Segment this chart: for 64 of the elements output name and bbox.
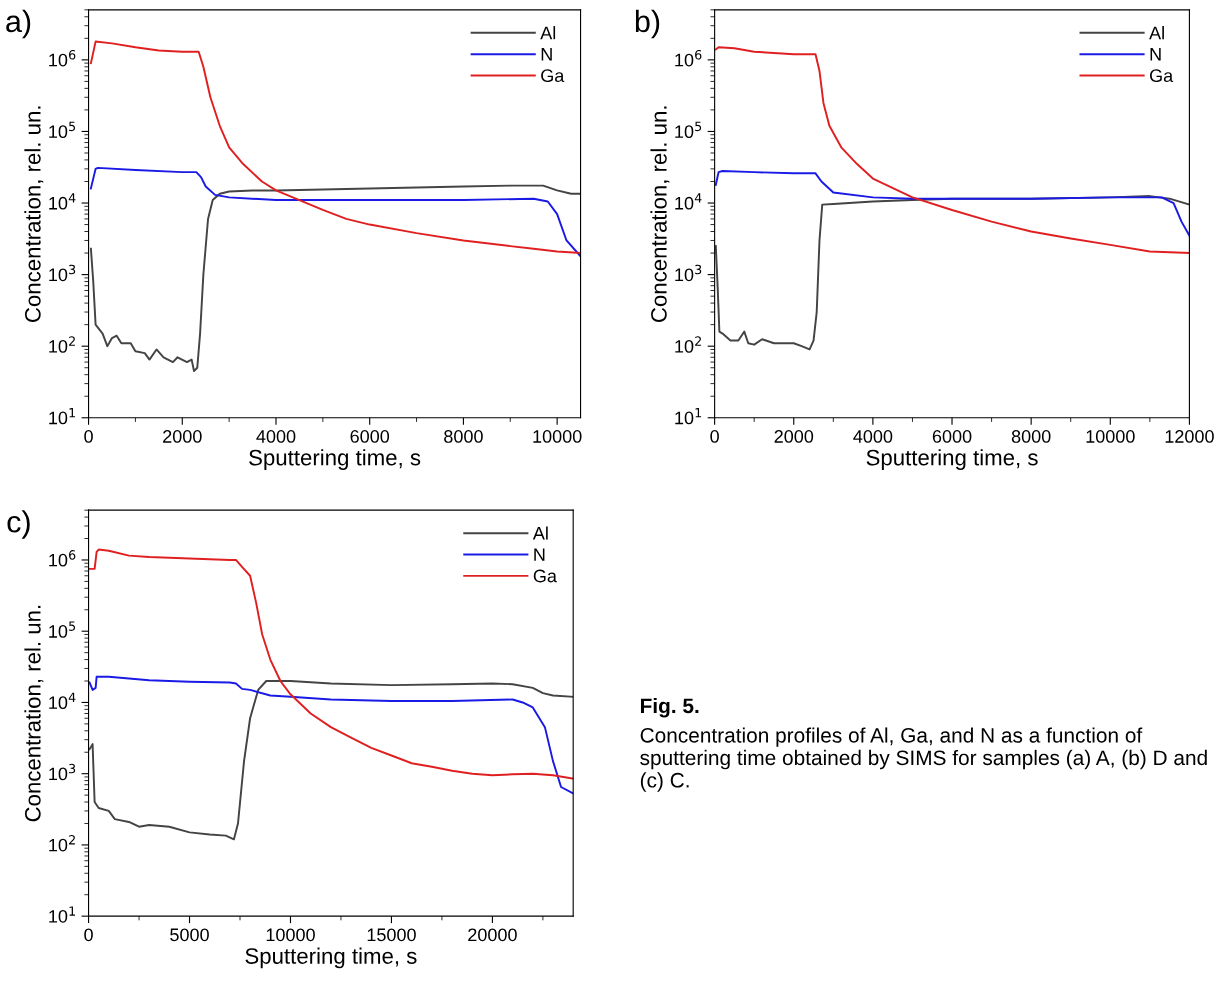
line-series <box>89 166 581 258</box>
y-tick-label: 10$^{4}$ <box>49 692 76 710</box>
x-tick-label: 4000 <box>256 430 296 443</box>
x-tick-label: 6000 <box>932 430 972 443</box>
y-tick-label: 10$^{1}$ <box>49 906 75 923</box>
y-tick-label: 10$^{5}$ <box>49 621 76 638</box>
chart-title: c) <box>7 510 30 539</box>
y-tick-label: 10$^{6}$ <box>675 49 702 67</box>
y-tick-label: 10$^{1}$ <box>675 408 702 425</box>
x-tick-label: 0 <box>84 430 93 443</box>
text: Concentration profiles of Al, Ga, and N as a function of sputtering time obtained by SIMS for samples (a) A, (b) D and (c) C. <box>640 727 1207 792</box>
y-axis-title: Concentration, rel. un. <box>650 106 670 322</box>
x-axis-title: Sputtering time, s <box>866 449 1038 470</box>
line-series <box>88 548 574 780</box>
x-tick-label: 2000 <box>163 430 202 443</box>
y-tick-label: 10$^{4}$ <box>675 193 702 210</box>
x-tick-label: 20000 <box>468 928 517 942</box>
caption: Fig. 5. <box>640 697 699 718</box>
x-tick-label: 0 <box>710 430 719 443</box>
legend-label: Ga <box>533 569 557 583</box>
line-series <box>714 170 1190 237</box>
x-tick-label: 10000 <box>1086 430 1135 443</box>
y-tick-label: 10$^{4}$ <box>49 193 76 210</box>
x-tick-label: 12000 <box>1165 430 1214 443</box>
legend-label: Ga <box>1149 69 1174 83</box>
x-axis-title: Sputtering time, s <box>249 449 421 470</box>
y-tick-label: 10$^{2}$ <box>49 336 75 353</box>
line-series <box>89 40 581 255</box>
y-axis-title: Concentration, rel. un. <box>24 106 44 322</box>
legend-label: N <box>534 548 545 561</box>
x-axis-title: Sputtering time, s <box>245 947 417 969</box>
y-tick-label: 10$^{3}$ <box>675 264 702 282</box>
x-tick-label: 4000 <box>853 430 893 443</box>
y-tick-label: 10$^{5}$ <box>49 121 76 139</box>
y-tick-label: 10$^{6}$ <box>49 550 76 567</box>
legend-label: Al <box>532 526 548 540</box>
y-axis-title: Concentration, rel. un. <box>24 605 44 822</box>
x-tick-label: 6000 <box>350 430 390 443</box>
y-tick-label: 10$^{2}$ <box>675 336 701 353</box>
x-tick-label: 8000 <box>1011 430 1051 443</box>
x-tick-label: 10000 <box>266 928 315 942</box>
legend-label: Ga <box>541 69 565 83</box>
y-tick-label: 10$^{3}$ <box>49 763 76 781</box>
chart-title: b) <box>635 9 660 39</box>
y-tick-label: 10$^{5}$ <box>675 121 702 139</box>
legend-label: Al <box>540 26 556 40</box>
legend-label: Al <box>1149 26 1164 40</box>
line-series <box>714 46 1190 255</box>
line-series <box>89 184 581 372</box>
y-tick-label: 10$^{6}$ <box>49 49 76 67</box>
x-tick-label: 15000 <box>367 928 416 942</box>
x-tick-label: 5000 <box>170 928 209 942</box>
y-tick-label: 10$^{2}$ <box>49 835 75 852</box>
y-tick-label: 10$^{3}$ <box>49 264 76 282</box>
legend-label: N <box>541 48 552 61</box>
x-tick-label: 10000 <box>533 430 582 443</box>
x-tick-label: 2000 <box>774 430 814 443</box>
x-tick-label: 8000 <box>444 430 483 443</box>
line-series <box>88 675 574 795</box>
x-tick-label: 0 <box>84 928 93 942</box>
legend-label: N <box>1150 48 1161 61</box>
y-tick-label: 10$^{1}$ <box>49 408 75 425</box>
chart-title: a) <box>6 9 31 39</box>
line-series <box>88 680 574 841</box>
